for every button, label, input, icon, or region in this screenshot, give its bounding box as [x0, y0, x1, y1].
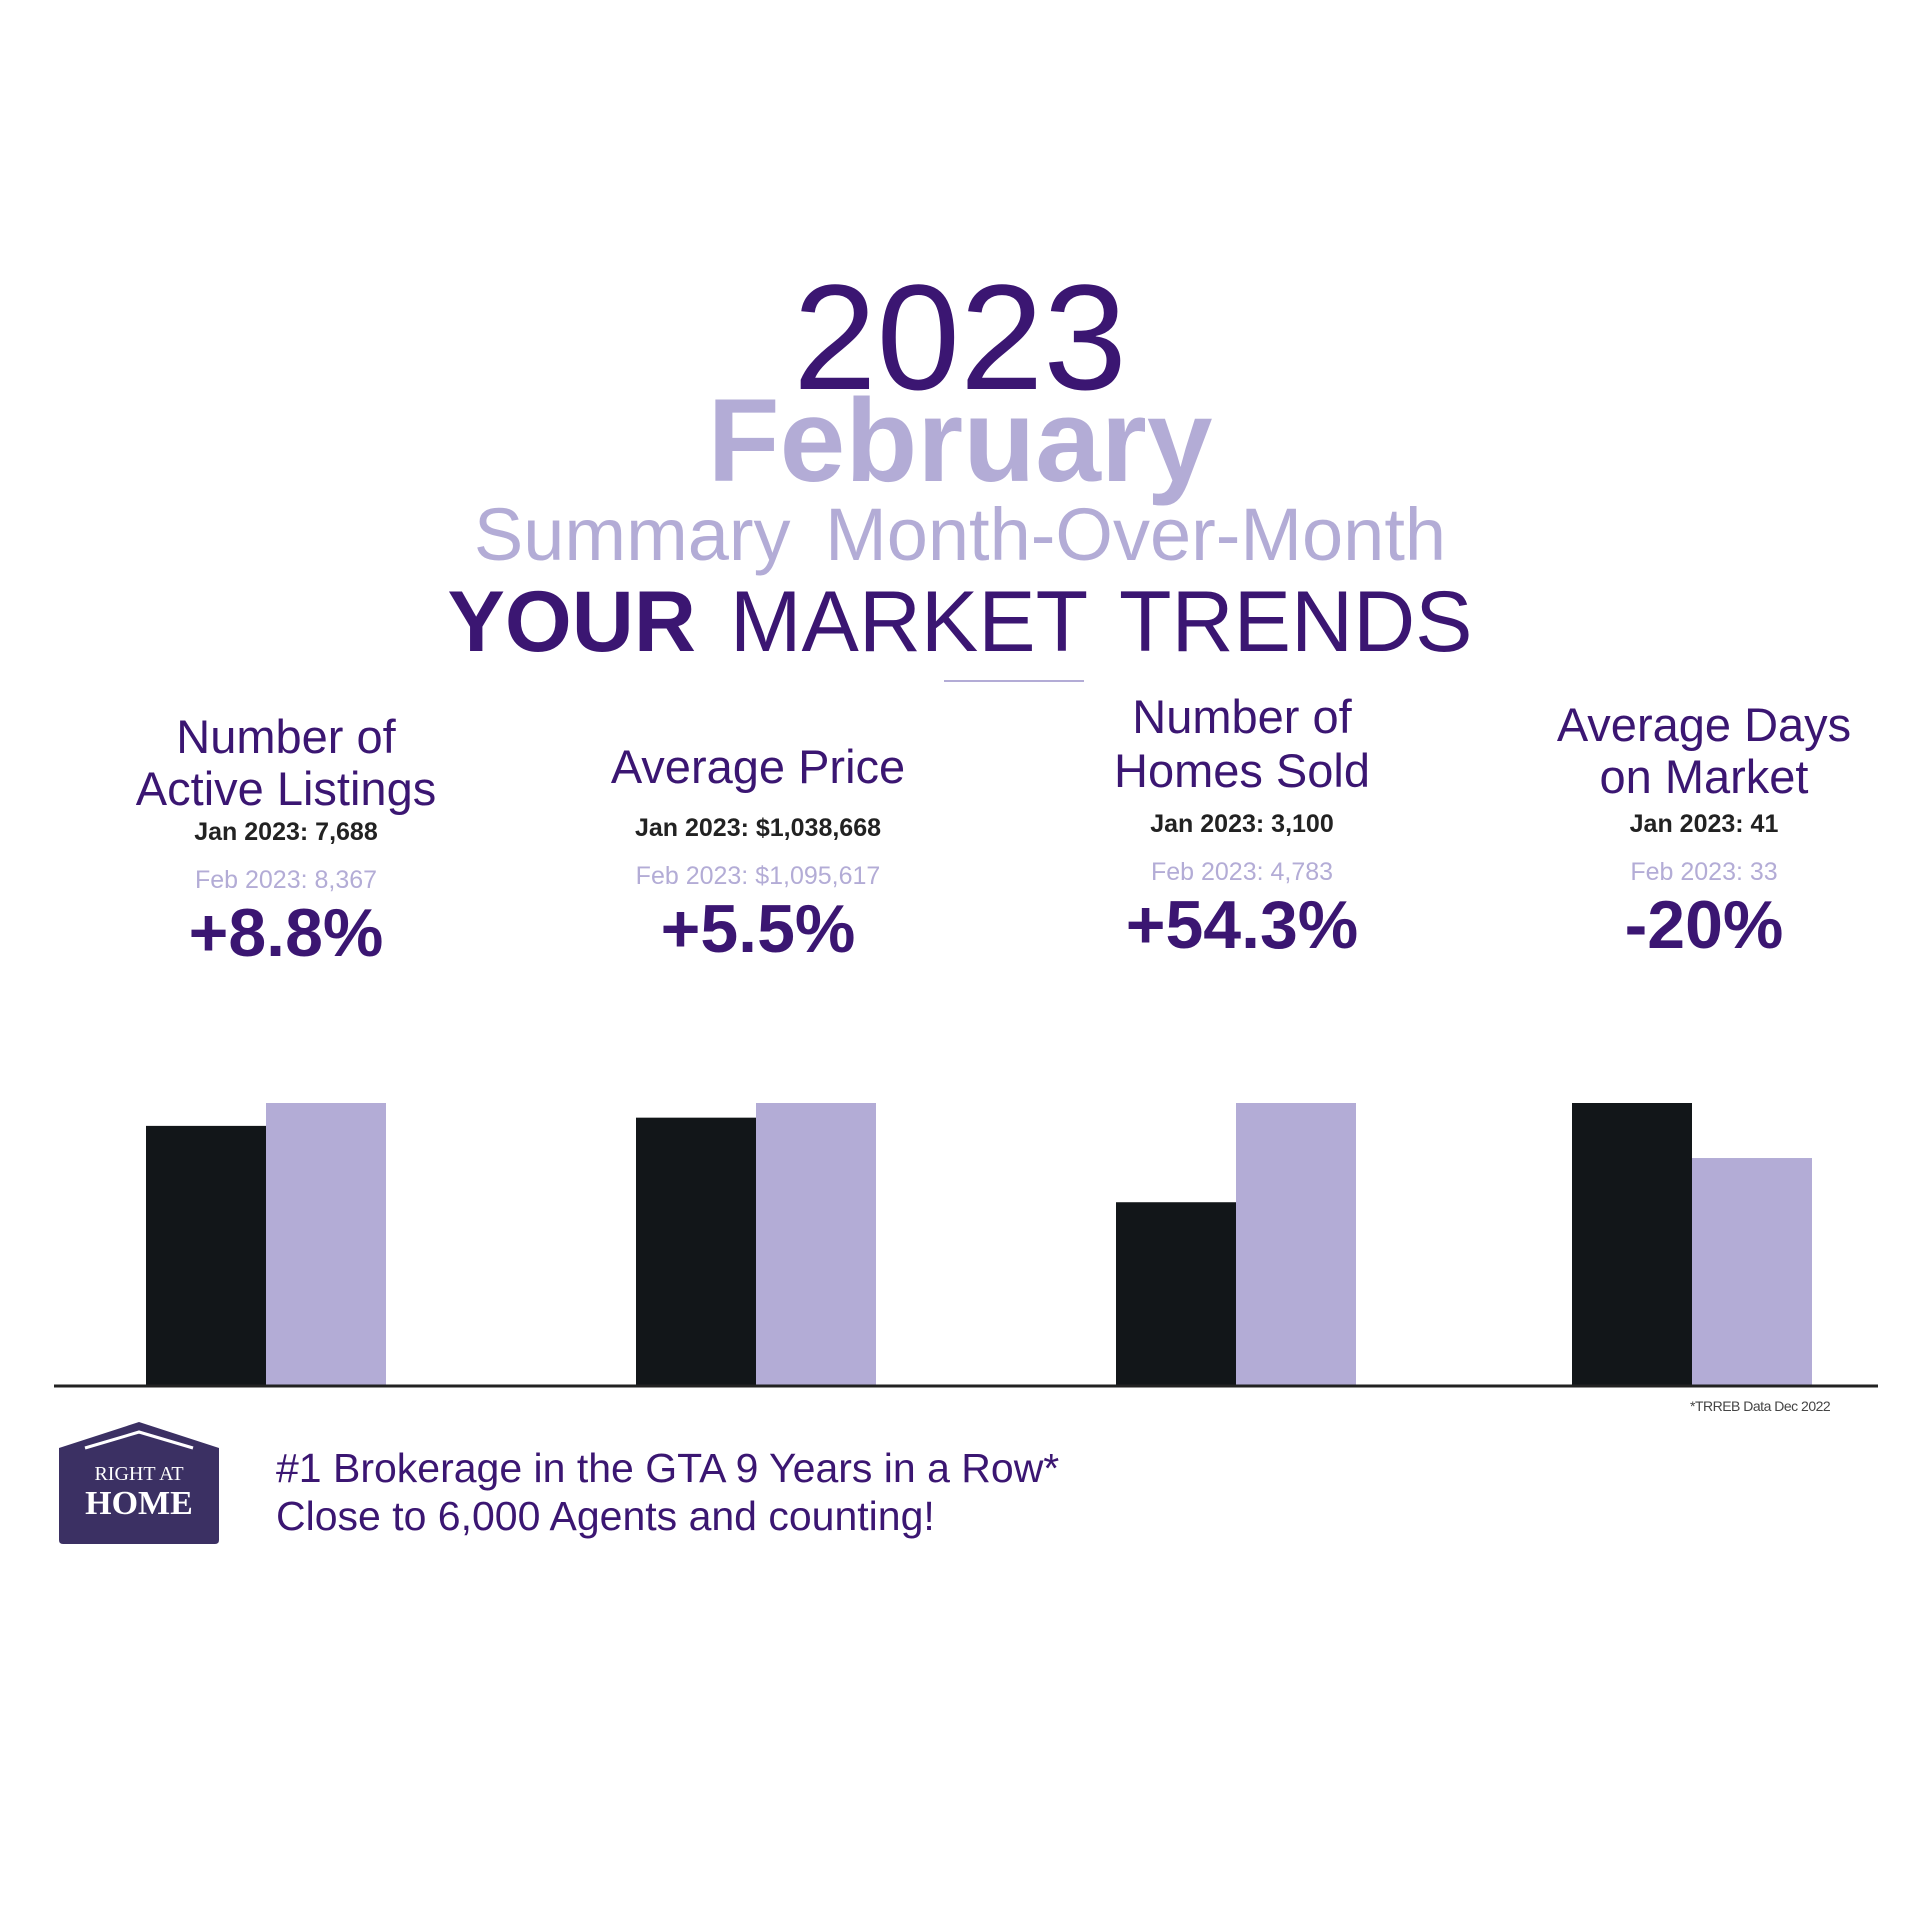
bar-feb-4: [1692, 1158, 1812, 1385]
metric-name-line1: Number of: [1132, 690, 1352, 743]
metric-active-listings: Number of Active Listings Jan 2023: 7,68…: [66, 700, 506, 970]
month-title: February: [707, 375, 1213, 507]
roof-line-icon: [84, 1430, 194, 1450]
bar-feb-2: [756, 1103, 876, 1385]
metric-name-line2: on Market: [1599, 750, 1809, 803]
metric-jan-value: Jan 2023: 41: [1629, 810, 1779, 838]
metric-change: +54.3%: [1125, 887, 1359, 963]
bar-jan-1: [146, 1125, 266, 1385]
metric-change: +5.5%: [660, 891, 856, 967]
metric-name-line2: Active Listings: [135, 762, 437, 815]
metric-jan-value: Jan 2023: $1,038,668: [634, 814, 882, 842]
metric-name-line1: Number of: [176, 710, 396, 763]
bar-feb-1: [266, 1103, 386, 1385]
metric-average-price: Average Price Jan 2023: $1,038,668 Feb 2…: [538, 700, 978, 970]
metric-feb-value: Feb 2023: 8,367: [194, 866, 378, 894]
trends-bold-word: YOUR: [447, 574, 696, 670]
data-source-footnote: *TRREB Data Dec 2022: [1690, 1398, 1831, 1414]
metric-name-line1: Average Price: [610, 740, 906, 793]
metric-jan-value: Jan 2023: 3,100: [1150, 810, 1334, 838]
logo-line2: HOME: [85, 1485, 193, 1522]
bar-feb-3: [1236, 1103, 1356, 1385]
bars-group: [146, 1103, 1812, 1385]
metric-jan-value: Jan 2023: 7,688: [194, 818, 378, 846]
right-at-home-logo: RIGHT AT HOME: [59, 1422, 219, 1544]
title-divider: [944, 680, 1084, 682]
bar-jan-4: [1572, 1103, 1692, 1385]
market-trends-title: YOUR MARKET TRENDS: [0, 578, 1920, 666]
metric-change: +8.8%: [188, 895, 384, 971]
year-title: 2023: [793, 253, 1127, 421]
tagline-line1: #1 Brokerage in the GTA 9 Years in a Row…: [276, 1445, 1060, 1491]
bar-chart: [54, 1103, 1878, 1388]
metric-feb-value: Feb 2023: 4,783: [1150, 858, 1334, 886]
metric-days-on-market: Average Days on Market Jan 2023: 41 Feb …: [1484, 694, 1920, 970]
metric-name-line2: Homes Sold: [1114, 744, 1370, 797]
metric-change: -20%: [1624, 887, 1784, 963]
tagline-line2: Close to 6,000 Agents and counting!: [276, 1493, 935, 1539]
bar-jan-2: [636, 1117, 756, 1385]
trends-rest: MARKET TRENDS: [695, 574, 1473, 670]
logo-line1: RIGHT AT: [94, 1463, 183, 1485]
bar-jan-3: [1116, 1202, 1236, 1385]
metric-homes-sold: Number of Homes Sold Jan 2023: 3,100 Feb…: [1022, 680, 1462, 970]
metric-feb-value: Feb 2023: 33: [1630, 858, 1778, 886]
metric-name-line1: Average Days: [1556, 698, 1852, 751]
brokerage-tagline: #1 Brokerage in the GTA 9 Years in a Row…: [276, 1444, 1059, 1540]
house-shape-icon: [59, 1422, 219, 1544]
summary-subtitle: Summary Month-Over-Month: [473, 493, 1447, 576]
metric-feb-value: Feb 2023: $1,095,617: [635, 862, 881, 890]
